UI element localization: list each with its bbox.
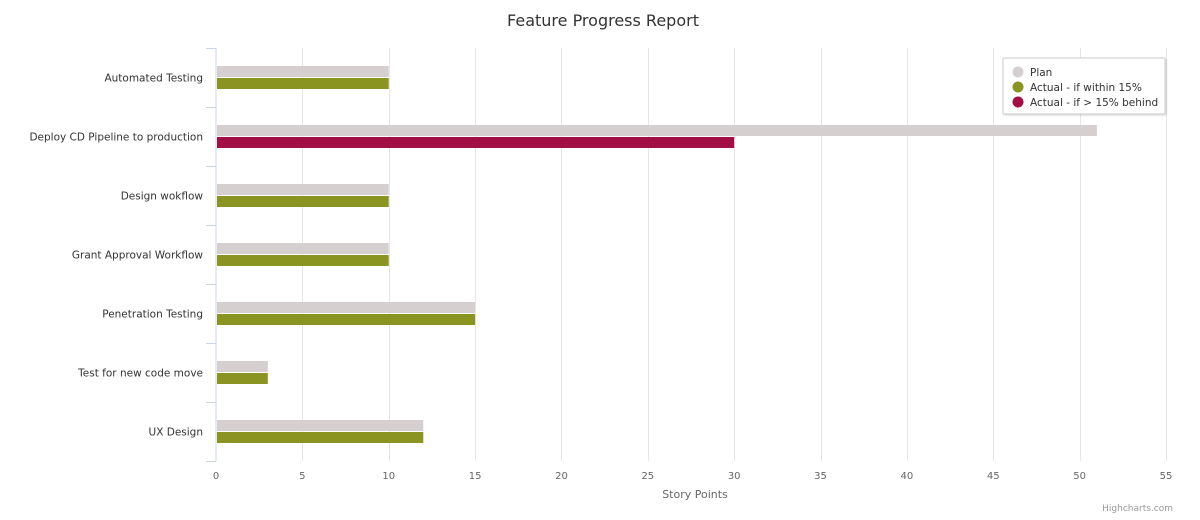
legend-marker — [1012, 66, 1024, 78]
plan-bar — [217, 420, 424, 431]
actual-bar — [217, 196, 389, 207]
category-label: Automated Testing — [104, 73, 203, 85]
actual-bar — [217, 314, 476, 325]
x-tick-label: 40 — [901, 471, 914, 482]
x-tick-label: 55 — [1160, 471, 1173, 482]
actual-bar — [217, 137, 735, 148]
category-label: Penetration Testing — [102, 309, 203, 321]
legend-label[interactable]: Actual - if > 15% behind — [1030, 97, 1158, 109]
x-tick-label: 45 — [987, 471, 1000, 482]
plan-bar — [217, 243, 389, 254]
actual-bar — [217, 255, 389, 266]
chart-title: Feature Progress Report — [507, 11, 699, 30]
category-label: Grant Approval Workflow — [72, 250, 204, 262]
x-tick-label: 15 — [469, 471, 482, 482]
category-axis-ticks — [206, 48, 216, 462]
plan-bar — [217, 66, 389, 77]
bars — [217, 66, 1097, 443]
legend-label[interactable]: Actual - if within 15% — [1030, 82, 1142, 94]
plan-bar — [217, 361, 268, 372]
x-tick-label: 35 — [814, 471, 827, 482]
x-tick-label: 30 — [728, 471, 741, 482]
category-label: Test for new code move — [77, 368, 203, 380]
legend: Plan Actual - if within 15% Actual - if > … — [1002, 57, 1166, 115]
grid-lines — [302, 48, 1167, 461]
legend-box — [1002, 57, 1166, 115]
plan-bar — [217, 125, 1097, 136]
x-tick-label: 25 — [641, 471, 654, 482]
value-axis-tick-labels: 0 5 10 15 20 25 30 35 40 45 50 55 — [213, 471, 1173, 482]
category-label: Design wokflow — [121, 191, 204, 203]
actual-bar — [217, 432, 424, 443]
category-label: UX Design — [149, 427, 203, 439]
plan-bar — [217, 302, 476, 313]
x-tick-label: 5 — [299, 471, 305, 482]
x-tick-label: 20 — [555, 471, 568, 482]
legend-marker — [1012, 81, 1024, 93]
actual-bar — [217, 373, 268, 384]
legend-label[interactable]: Plan — [1030, 67, 1052, 79]
legend-marker — [1012, 96, 1024, 108]
x-tick-label: 0 — [213, 471, 219, 482]
x-tick-label: 50 — [1073, 471, 1086, 482]
category-labels: Automated Testing Deploy CD Pipeline to p… — [29, 73, 203, 439]
actual-bar — [217, 78, 389, 89]
x-tick-label: 10 — [382, 471, 395, 482]
x-axis-title: Story Points — [662, 488, 728, 501]
category-label: Deploy CD Pipeline to production — [29, 132, 203, 144]
credits-text[interactable]: Highcharts.com — [1102, 504, 1173, 514]
plan-bar — [217, 184, 389, 195]
